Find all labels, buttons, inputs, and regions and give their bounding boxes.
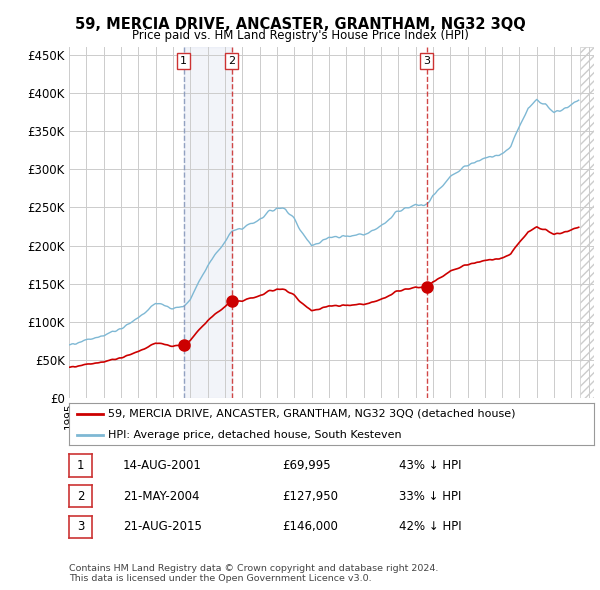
Text: 59, MERCIA DRIVE, ANCASTER, GRANTHAM, NG32 3QQ (detached house): 59, MERCIA DRIVE, ANCASTER, GRANTHAM, NG… <box>109 409 516 418</box>
Text: 21-MAY-2004: 21-MAY-2004 <box>123 490 199 503</box>
Text: 1: 1 <box>77 459 84 472</box>
Text: £127,950: £127,950 <box>282 490 338 503</box>
Text: £69,995: £69,995 <box>282 459 331 472</box>
Text: 21-AUG-2015: 21-AUG-2015 <box>123 520 202 533</box>
Text: Price paid vs. HM Land Registry's House Price Index (HPI): Price paid vs. HM Land Registry's House … <box>131 30 469 42</box>
Text: 3: 3 <box>423 56 430 66</box>
Text: £146,000: £146,000 <box>282 520 338 533</box>
Text: HPI: Average price, detached house, South Kesteven: HPI: Average price, detached house, Sout… <box>109 430 402 440</box>
Text: 2: 2 <box>228 56 235 66</box>
Text: 42% ↓ HPI: 42% ↓ HPI <box>399 520 461 533</box>
Text: 3: 3 <box>77 520 84 533</box>
Text: 33% ↓ HPI: 33% ↓ HPI <box>399 490 461 503</box>
Bar <box>184 47 232 398</box>
Text: 59, MERCIA DRIVE, ANCASTER, GRANTHAM, NG32 3QQ: 59, MERCIA DRIVE, ANCASTER, GRANTHAM, NG… <box>74 17 526 31</box>
Text: 2: 2 <box>77 490 84 503</box>
Text: Contains HM Land Registry data © Crown copyright and database right 2024.
This d: Contains HM Land Registry data © Crown c… <box>69 563 439 583</box>
Text: 43% ↓ HPI: 43% ↓ HPI <box>399 459 461 472</box>
Text: 14-AUG-2001: 14-AUG-2001 <box>123 459 202 472</box>
Text: 1: 1 <box>180 56 187 66</box>
